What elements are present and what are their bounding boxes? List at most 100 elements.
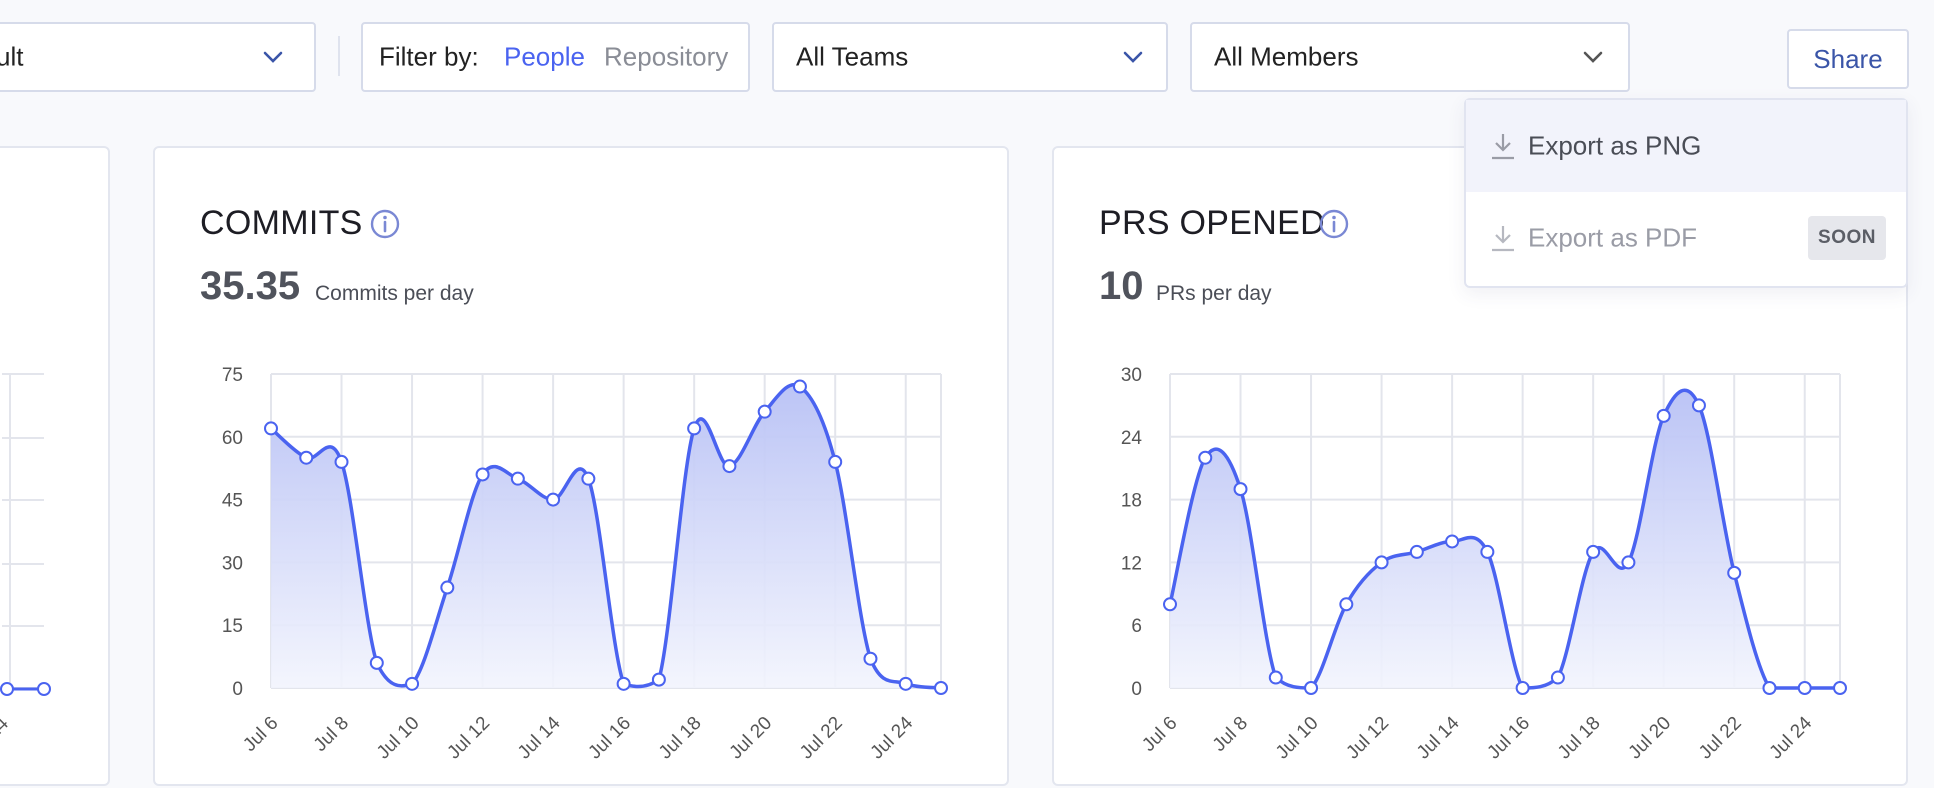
data-point[interactable]	[440, 580, 455, 595]
period-select[interactable]: ult	[0, 22, 316, 92]
data-point[interactable]	[898, 676, 913, 691]
y-tick-label: 60	[222, 428, 243, 449]
prs-opened-chart: 0 6 12 18 24 30 Jul 6 Jul 8 Jul 10 Jul 12 Jul 14 Ju…	[1121, 365, 1847, 764]
info-icon[interactable]	[369, 208, 401, 240]
share-button[interactable]: Share	[1787, 29, 1909, 89]
data-point[interactable]	[1268, 670, 1283, 685]
data-point[interactable]	[369, 655, 384, 670]
data-point[interactable]	[1656, 408, 1671, 423]
chevron-down-icon	[1123, 51, 1143, 63]
x-tick-label: Jul 10	[1272, 713, 1323, 764]
download-icon	[1492, 226, 1514, 252]
info-icon[interactable]	[1318, 208, 1350, 240]
data-point[interactable]	[1374, 555, 1389, 570]
data-point[interactable]	[1198, 450, 1213, 465]
data-point[interactable]	[581, 471, 596, 486]
filter-option-people[interactable]: People	[504, 41, 585, 72]
commits-card: COMMITS 35.35 Commits per day 0 15 30 45 60 7…	[153, 146, 1009, 786]
data-point[interactable]	[510, 471, 525, 486]
data-point[interactable]	[1304, 681, 1319, 695]
y-tick-label: 0	[1131, 679, 1142, 700]
metric-value: 35.35	[200, 264, 301, 308]
data-point[interactable]	[405, 676, 420, 691]
y-tick-label: 0	[232, 679, 243, 700]
filter-by-label: Filter by:	[379, 41, 479, 72]
team-select[interactable]: All Teams	[772, 22, 1168, 92]
x-tick-label: Jul 10	[373, 713, 424, 764]
data-point[interactable]	[1727, 565, 1742, 580]
x-tick-label: Jul 20	[1625, 713, 1676, 764]
x-tick-label: Jul 14	[1413, 712, 1464, 763]
data-point[interactable]	[863, 651, 878, 666]
data-point[interactable]	[334, 454, 349, 469]
x-tick-label: Jul 22	[796, 713, 847, 764]
x-tick-label: 24	[0, 713, 13, 743]
x-tick-label: Jul 12	[443, 713, 494, 764]
data-point[interactable]	[1797, 681, 1812, 695]
y-tick-label: 18	[1121, 491, 1142, 512]
series-line	[1168, 388, 1840, 690]
download-icon	[1492, 134, 1514, 160]
y-tick-label: 6	[1131, 616, 1142, 637]
member-select[interactable]: All Members	[1190, 22, 1630, 92]
data-point[interactable]	[475, 467, 490, 482]
data-point[interactable]	[1339, 597, 1354, 612]
series-area	[271, 384, 941, 688]
team-select-value: All Teams	[796, 41, 909, 72]
metric-value: 10	[1099, 264, 1144, 308]
metric-unit: PRs per day	[1156, 282, 1272, 305]
data-point[interactable]	[1409, 544, 1424, 559]
x-tick-label: Jul 18	[655, 713, 706, 764]
export-menu: Export as PNG Export as PDF SOON	[1464, 98, 1908, 288]
y-tick-label: 45	[222, 491, 243, 512]
x-tick-label: Jul 24	[867, 712, 918, 763]
data-point[interactable]	[1163, 597, 1177, 612]
metric-unit: Commits per day	[315, 282, 474, 305]
data-point[interactable]	[1586, 544, 1601, 559]
x-tick-label: Jul 18	[1554, 713, 1605, 764]
data-point[interactable]	[687, 421, 702, 436]
data-point[interactable]	[1621, 555, 1636, 570]
data-point[interactable]	[1480, 544, 1495, 559]
data-point[interactable]	[1445, 534, 1460, 549]
chart-card-partial: 24	[0, 146, 110, 786]
data-point[interactable]	[722, 459, 737, 474]
y-tick-label: 30	[1121, 365, 1142, 386]
export-png-item[interactable]: Export as PNG	[1466, 100, 1906, 192]
filter-option-repository[interactable]: Repository	[604, 41, 729, 72]
toolbar-divider	[338, 36, 340, 76]
data-point[interactable]	[651, 672, 666, 687]
menu-item-label: Export as PDF	[1528, 222, 1698, 253]
x-tick-label: Jul 8	[310, 713, 353, 756]
x-tick-label: Jul 16	[584, 713, 635, 764]
x-tick-label: Jul 22	[1695, 713, 1746, 764]
export-pdf-item[interactable]: Export as PDF SOON	[1466, 192, 1906, 284]
card-title: PRS OPENED	[1099, 204, 1325, 242]
x-tick-label: Jul 14	[514, 712, 565, 763]
data-point[interactable]	[299, 450, 314, 465]
partial-chart: 24	[0, 373, 51, 743]
x-tick-label: Jul 20	[726, 713, 777, 764]
y-tick-label: 75	[222, 365, 243, 386]
filter-by-toggle: Filter by: People Repository	[361, 22, 750, 92]
series-area	[1170, 390, 1840, 688]
x-tick-label: Jul 8	[1209, 713, 1252, 756]
data-point[interactable]	[1233, 482, 1248, 497]
data-point[interactable]	[1691, 398, 1706, 413]
data-point[interactable]	[792, 379, 807, 394]
data-point[interactable]	[1515, 681, 1530, 695]
commits-chart: 0 15 30 45 60 75 Jul 6 Jul 8 Jul 10 Jul 12 Jul 14 J…	[222, 365, 948, 764]
data-point[interactable]	[1762, 681, 1777, 695]
data-point[interactable]	[264, 421, 278, 436]
x-tick-label: Jul 24	[1766, 712, 1817, 763]
data-point[interactable]	[757, 404, 772, 419]
member-select-value: All Members	[1214, 41, 1359, 72]
data-point[interactable]	[546, 492, 561, 507]
data-point[interactable]	[934, 681, 948, 695]
data-point[interactable]	[1550, 670, 1565, 685]
data-point[interactable]	[1833, 681, 1847, 695]
data-point[interactable]	[828, 454, 843, 469]
data-point[interactable]	[616, 676, 631, 691]
x-tick-label: Jul 16	[1483, 713, 1534, 764]
y-tick-label: 30	[222, 553, 243, 574]
